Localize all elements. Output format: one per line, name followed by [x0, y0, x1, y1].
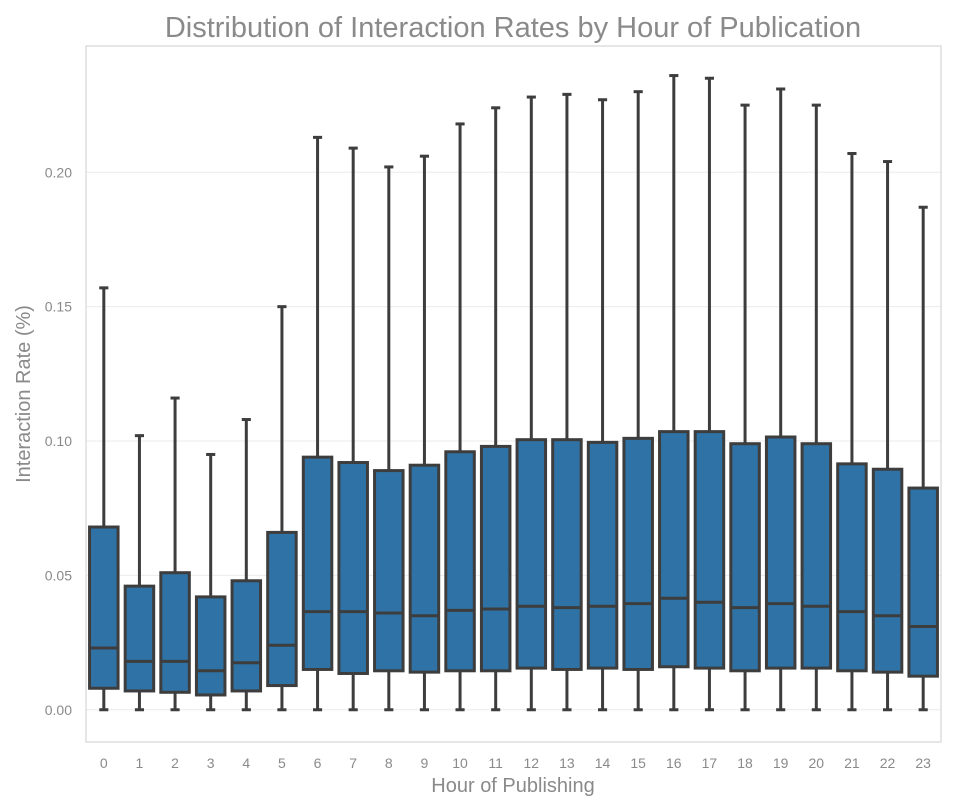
- x-tick-label: 0: [100, 755, 108, 771]
- iqr-box: [764, 435, 797, 670]
- x-tick-label: 15: [630, 755, 646, 771]
- box-hour-14: [586, 98, 619, 712]
- x-tick-label: 5: [278, 755, 286, 771]
- iqr-box: [230, 579, 263, 693]
- box-hour-22: [871, 160, 904, 712]
- x-tick-label: 18: [737, 755, 753, 771]
- iqr-box: [515, 438, 548, 670]
- iqr-box: [693, 430, 726, 670]
- iqr-box: [123, 584, 156, 693]
- iqr-box: [551, 438, 583, 671]
- x-axis-ticks: 0 1 2 3 4 5 6 7 8 9 10 11 12 13 14 15 16 17 18 19 20 21 22 23: [100, 755, 931, 771]
- box-hour-12: [515, 95, 548, 712]
- iqr-box: [194, 595, 227, 697]
- box-hour-11: [479, 106, 512, 712]
- y-axis-ticks: 0.00 0.05 0.10 0.15 0.20: [45, 164, 72, 717]
- box-hour-15: [622, 90, 654, 712]
- box-hour-4: [230, 418, 263, 712]
- iqr-box: [301, 455, 334, 671]
- x-tick-label: 4: [242, 755, 250, 771]
- box-hour-0: [88, 286, 120, 712]
- x-tick-label: 6: [314, 755, 322, 771]
- x-tick-label: 9: [421, 755, 429, 771]
- iqr-box: [586, 440, 619, 670]
- box-hour-7: [337, 146, 369, 712]
- iqr-box: [373, 469, 405, 673]
- box-hour-18: [729, 103, 761, 712]
- iqr-box: [444, 450, 476, 673]
- y-axis-label: Interaction Rate (%): [13, 305, 35, 483]
- y-tick-label: 0.05: [45, 567, 72, 583]
- box-hour-1: [123, 434, 156, 712]
- x-tick-label: 19: [773, 755, 789, 771]
- iqr-box: [408, 463, 441, 674]
- chart-title: Distribution of Interaction Rates by Hou…: [165, 12, 861, 44]
- y-tick-label: 0.15: [45, 299, 72, 315]
- iqr-box: [159, 571, 191, 694]
- x-tick-label: 14: [595, 755, 611, 771]
- x-tick-label: 22: [880, 755, 896, 771]
- box-hour-2: [159, 396, 191, 712]
- x-tick-label: 1: [136, 755, 144, 771]
- y-tick-label: 0.00: [45, 702, 72, 718]
- box-hour-20: [800, 103, 833, 712]
- iqr-box: [836, 462, 868, 673]
- iqr-box: [479, 444, 512, 673]
- iqr-box: [800, 442, 833, 670]
- x-tick-label: 17: [702, 755, 718, 771]
- box-hour-16: [658, 74, 690, 712]
- iqr-box: [729, 442, 761, 673]
- x-tick-label: 21: [844, 755, 860, 771]
- x-tick-label: 3: [207, 755, 215, 771]
- gridlines: [86, 171, 941, 711]
- y-tick-label: 0.10: [45, 433, 72, 449]
- iqr-box: [266, 530, 298, 688]
- x-tick-label: 11: [488, 755, 503, 771]
- iqr-box: [88, 525, 120, 690]
- x-tick-label: 12: [524, 755, 540, 771]
- box-hour-13: [551, 92, 583, 712]
- box-hour-8: [373, 165, 405, 712]
- box-hour-17: [693, 76, 726, 712]
- box-hour-23: [907, 205, 939, 712]
- iqr-box: [622, 436, 654, 671]
- x-tick-label: 7: [349, 755, 357, 771]
- x-axis-label: Hour of Publishing: [431, 775, 594, 797]
- x-tick-label: 23: [915, 755, 931, 771]
- x-tick-label: 10: [452, 755, 468, 771]
- x-tick-label: 13: [559, 755, 575, 771]
- iqr-box: [871, 467, 904, 674]
- x-tick-label: 8: [385, 755, 393, 771]
- y-tick-label: 0.20: [45, 164, 72, 180]
- iqr-box: [658, 430, 690, 669]
- box-hour-6: [301, 135, 334, 712]
- x-tick-label: 2: [171, 755, 179, 771]
- box-hour-19: [764, 87, 797, 712]
- box-hour-10: [444, 122, 476, 712]
- iqr-box: [907, 486, 939, 678]
- box-hour-21: [836, 151, 868, 712]
- box-hour-5: [266, 305, 298, 712]
- box-hour-3: [194, 452, 227, 712]
- plot-frame: [85, 45, 942, 743]
- box-hour-9: [408, 154, 441, 712]
- x-tick-label: 16: [666, 755, 682, 771]
- x-tick-label: 20: [809, 755, 825, 771]
- iqr-box: [337, 461, 369, 675]
- boxes: [88, 74, 939, 712]
